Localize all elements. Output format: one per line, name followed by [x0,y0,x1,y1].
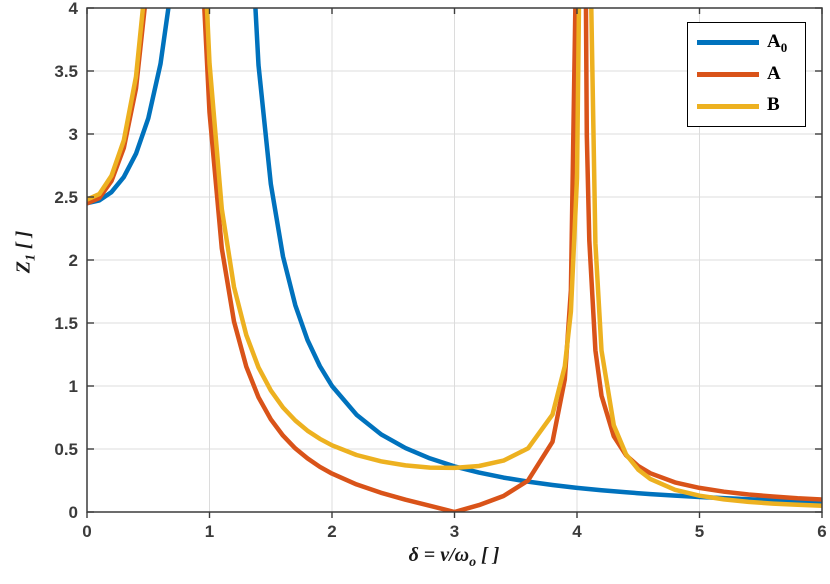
legend-item-a0: A0 [688,32,805,54]
y-tick-label: 1 [69,377,78,396]
y-axis-label: Z1 [ ] [12,230,39,274]
x-axis-label-text: δ = ν/ω [408,544,470,566]
legend-label-a0-subscript: 0 [780,39,788,55]
legend-label-b: B [767,95,780,117]
x-axis-label-subscript: o [469,555,477,570]
y-tick-label: 3.5 [54,62,78,81]
legend-item-a: A [688,64,805,86]
legend: A0 A B [687,22,806,127]
legend-label-b-text: B [767,94,780,116]
x-tick-label: 6 [817,522,826,541]
series-line-b [87,8,822,508]
y-axis-label-units: [ ] [12,230,35,255]
legend-line-swatch-a0 [697,40,759,46]
x-tick-label: 4 [572,522,582,541]
x-tick-label: 1 [205,522,214,541]
y-tick-label: 0 [69,503,78,522]
y-axis-label-subscript: 1 [23,254,39,262]
x-tick-label: 2 [327,522,336,541]
y-tick-label: 1.5 [54,314,78,333]
y-tick-label: 2 [69,251,78,270]
x-axis-label-units: [ ] [476,544,500,566]
legend-item-b: B [688,95,805,117]
legend-label-a0: A0 [767,32,787,54]
x-axis-label: δ = ν/ωo [ ] [408,544,500,570]
x-tick-label: 3 [450,522,459,541]
y-axis-label-text: Z [12,261,35,274]
legend-label-a0-text: A [767,30,781,52]
y-tick-label: 4 [69,0,79,18]
legend-label-a: A [767,64,781,86]
y-tick-label: 2.5 [54,188,78,207]
x-tick-label: 5 [695,522,704,541]
y-tick-label: 0.5 [54,440,78,459]
series-line-a_0 [87,8,822,504]
legend-line-swatch-b [697,103,759,109]
y-tick-label: 3 [69,125,78,144]
x-tick-label: 0 [82,522,91,541]
legend-label-a-text: A [767,62,781,84]
legend-line-swatch-a [697,71,759,77]
